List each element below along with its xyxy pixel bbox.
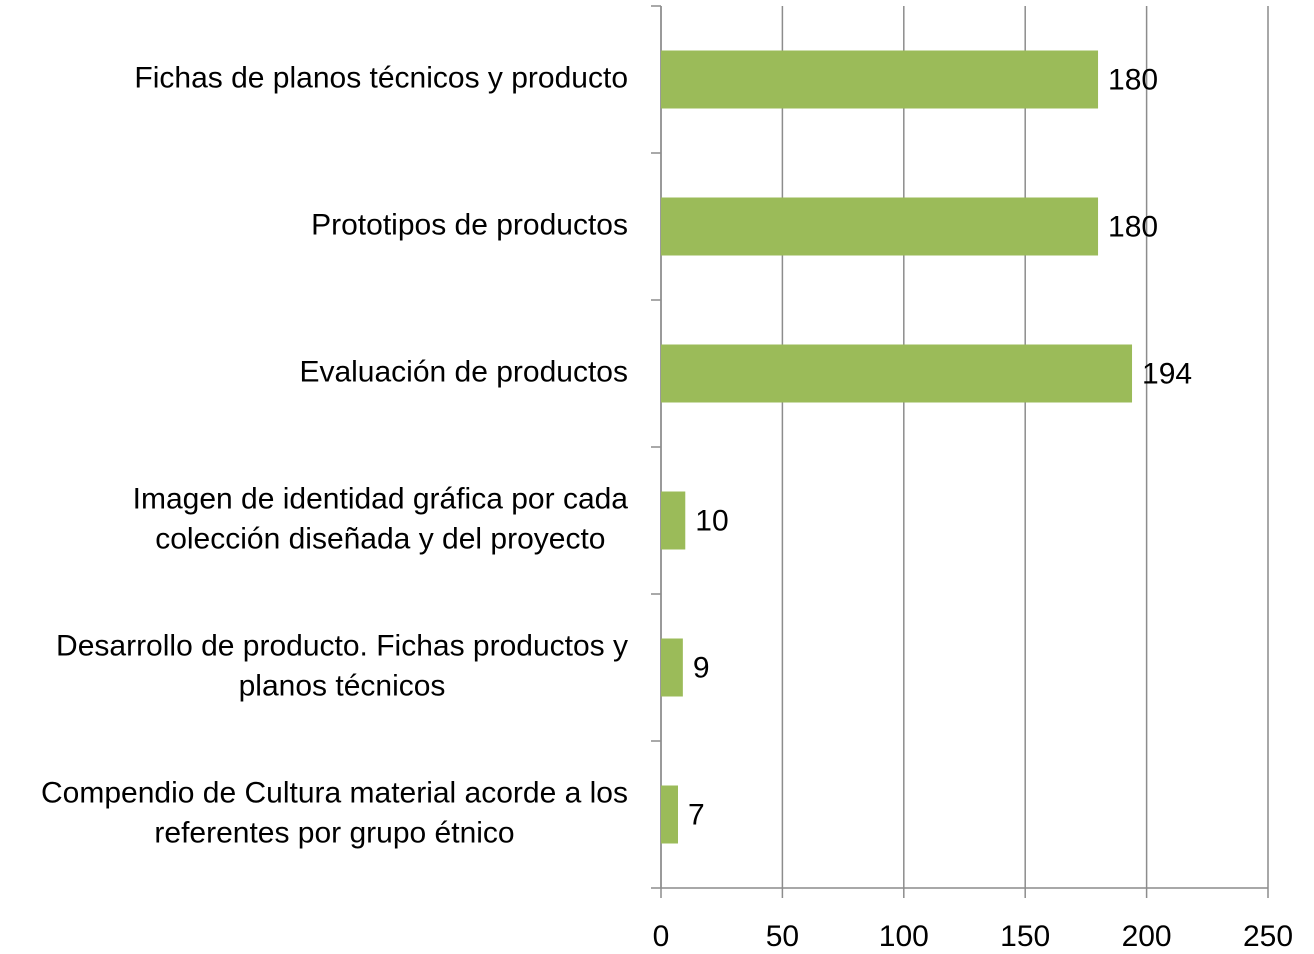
y-tick-label: Imagen de identidad gráfica por cada cole… bbox=[133, 482, 629, 555]
x-tick-label: 50 bbox=[766, 920, 799, 953]
bar bbox=[661, 491, 686, 550]
value-label: 194 bbox=[1142, 357, 1192, 390]
x-tick-label: 0 bbox=[653, 920, 670, 953]
bar bbox=[661, 785, 678, 844]
x-tick-label: 200 bbox=[1122, 920, 1172, 953]
value-label: 9 bbox=[693, 651, 710, 684]
bar bbox=[661, 50, 1099, 109]
y-tick-label: Evaluación de productos bbox=[299, 355, 628, 388]
value-label: 180 bbox=[1108, 63, 1158, 96]
x-tick-label: 100 bbox=[879, 920, 929, 953]
x-tick-label: 150 bbox=[1000, 920, 1050, 953]
bar bbox=[661, 344, 1133, 403]
bar bbox=[661, 638, 683, 697]
y-tick-label: Desarrollo de producto. Fichas productos… bbox=[56, 629, 628, 702]
x-tick-label: 250 bbox=[1243, 920, 1293, 953]
value-label: 10 bbox=[695, 504, 728, 537]
y-tick-label: Prototipos de productos bbox=[311, 208, 628, 241]
value-label: 7 bbox=[688, 798, 705, 831]
y-tick-label: Fichas de planos técnicos y producto bbox=[134, 61, 628, 94]
value-label: 180 bbox=[1108, 210, 1158, 243]
bar bbox=[661, 197, 1099, 256]
y-tick-label: Compendio de Cultura material acorde a l… bbox=[41, 776, 628, 849]
